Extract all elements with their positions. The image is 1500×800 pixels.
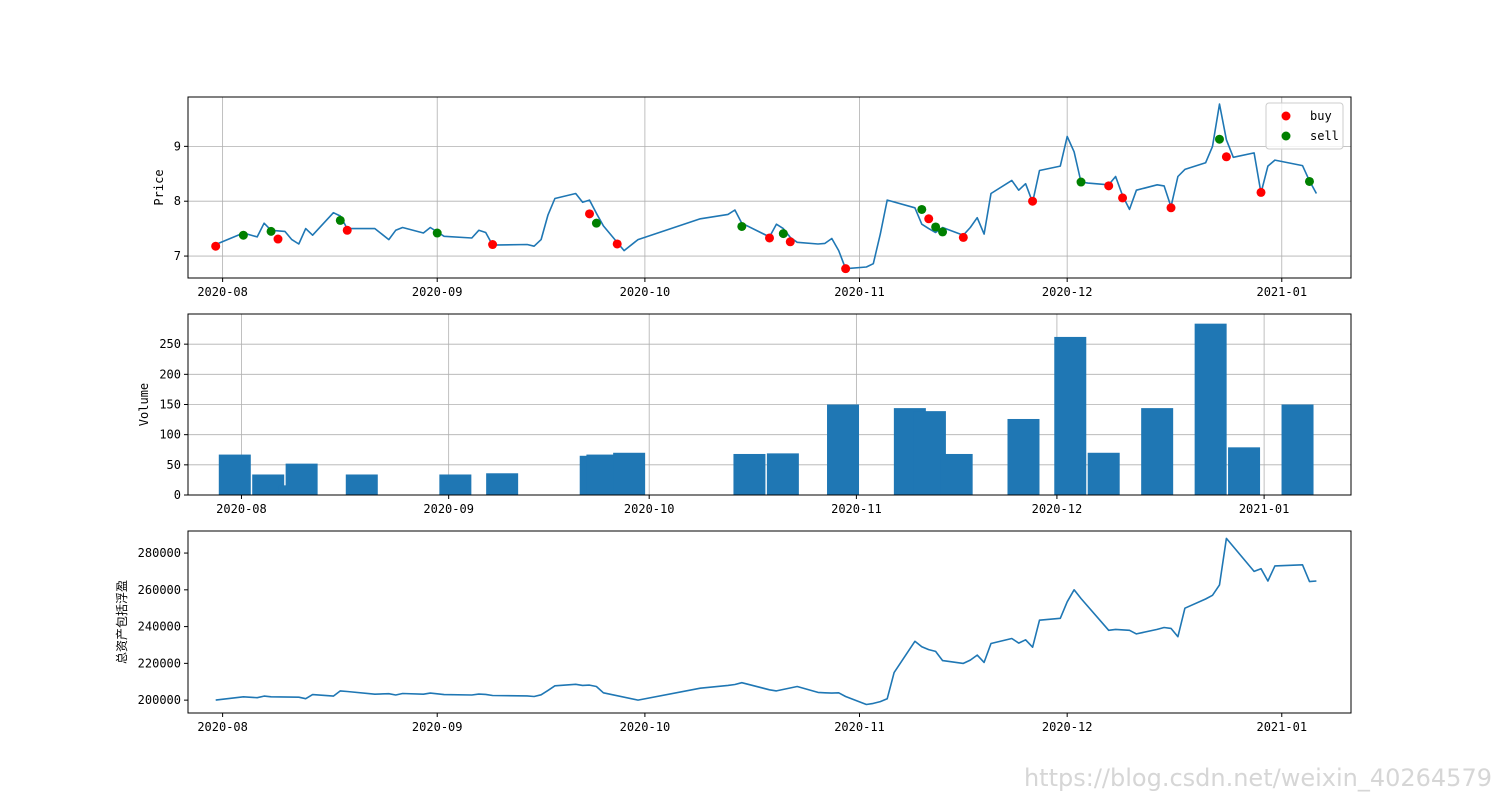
buy-marker bbox=[211, 241, 221, 251]
x-tick-label: 2020-11 bbox=[834, 720, 885, 734]
volume-bar bbox=[733, 453, 766, 495]
volume-bar bbox=[940, 453, 973, 495]
sell-marker bbox=[1076, 177, 1086, 187]
volume-bar bbox=[766, 453, 799, 495]
axes-frame bbox=[187, 530, 1352, 714]
legend: buy sell bbox=[1265, 102, 1344, 150]
sell-marker bbox=[432, 228, 442, 238]
buy-marker bbox=[785, 237, 795, 247]
y-tick-label: 260000 bbox=[138, 583, 181, 597]
y-tick-label: 240000 bbox=[138, 620, 181, 634]
buy-marker bbox=[1166, 203, 1176, 213]
x-tick-label: 2020-11 bbox=[831, 502, 882, 516]
series-line bbox=[215, 537, 1317, 706]
x-tick-label: 2020-12 bbox=[1042, 720, 1093, 734]
sell-marker bbox=[335, 215, 345, 225]
x-tick-label: 2020-08 bbox=[216, 502, 267, 516]
legend-buy-label: buy bbox=[1310, 109, 1332, 123]
y-tick-label: 8 bbox=[174, 194, 181, 208]
x-tick-label: 2020-10 bbox=[620, 285, 671, 299]
volume-bar bbox=[1087, 452, 1120, 495]
sell-marker bbox=[238, 230, 248, 240]
volume-bar bbox=[439, 474, 472, 495]
legend-sell-marker bbox=[1281, 131, 1291, 141]
sell-marker bbox=[931, 222, 941, 232]
y-tick-label: 200 bbox=[159, 367, 181, 381]
sell-marker bbox=[266, 226, 276, 236]
x-tick-label: 2020-08 bbox=[197, 285, 248, 299]
volume-bar bbox=[486, 473, 519, 495]
sell-marker bbox=[1304, 176, 1314, 186]
y-tick-label: 250 bbox=[159, 337, 181, 351]
buy-marker bbox=[841, 264, 851, 274]
volume-bar bbox=[913, 411, 946, 495]
volume-bar bbox=[1228, 447, 1261, 495]
volume-bar bbox=[345, 474, 378, 495]
x-tick-label: 2020-09 bbox=[423, 502, 474, 516]
x-tick-label: 2020-12 bbox=[1032, 502, 1083, 516]
buy-marker bbox=[1221, 152, 1231, 162]
sell-marker bbox=[917, 204, 927, 214]
y-tick-label: 280000 bbox=[138, 546, 181, 560]
axes-frame bbox=[187, 96, 1352, 279]
volume-bar bbox=[1141, 408, 1174, 495]
buy-marker bbox=[1256, 187, 1266, 197]
buy-marker bbox=[612, 239, 622, 249]
buy-marker bbox=[1118, 193, 1128, 203]
buy-marker bbox=[1104, 181, 1114, 191]
x-tick-label: 2021-01 bbox=[1239, 502, 1290, 516]
x-tick-label: 2020-11 bbox=[834, 285, 885, 299]
x-tick-label: 2020-10 bbox=[620, 720, 671, 734]
volume-bar bbox=[1281, 404, 1314, 495]
y-tick-label: 50 bbox=[167, 458, 181, 472]
y-tick-label: 150 bbox=[159, 398, 181, 412]
volume-bar bbox=[613, 452, 646, 495]
y-tick-label: 9 bbox=[174, 139, 181, 153]
x-tick-label: 2020-10 bbox=[624, 502, 675, 516]
total-assets-panel: 2020-08 2020-09 2020-10 2020-11 2020-12 2021-… bbox=[114, 530, 1352, 734]
volume-bar bbox=[1194, 323, 1227, 495]
y-axis-label: Price bbox=[152, 169, 166, 205]
y-tick-label: 200000 bbox=[138, 693, 181, 707]
series-line bbox=[215, 103, 1318, 270]
buy-marker bbox=[1028, 196, 1038, 206]
volume-bar bbox=[1007, 418, 1040, 495]
x-tick-label: 2021-01 bbox=[1256, 720, 1307, 734]
sell-marker bbox=[938, 227, 948, 237]
legend-sell-label: sell bbox=[1310, 129, 1339, 143]
buy-marker bbox=[924, 214, 934, 224]
volume-bar bbox=[1054, 336, 1087, 495]
y-axis-label: 总资产包括浮盈 bbox=[114, 580, 129, 664]
volume-bar bbox=[252, 474, 285, 495]
y-tick-label: 100 bbox=[159, 428, 181, 442]
y-tick-label: 0 bbox=[174, 488, 181, 502]
legend-buy-marker bbox=[1281, 111, 1291, 121]
volume-bar bbox=[285, 463, 318, 495]
sell-marker bbox=[737, 221, 747, 231]
volume-bar bbox=[586, 454, 619, 495]
y-tick-label: 7 bbox=[174, 249, 181, 263]
volume-bar bbox=[827, 404, 860, 495]
buy-marker bbox=[585, 209, 595, 219]
x-tick-label: 2020-08 bbox=[197, 720, 248, 734]
price-panel: 2020-08 2020-09 2020-10 2020-11 2020-12 2021-… bbox=[152, 96, 1352, 299]
x-tick-label: 2020-09 bbox=[412, 720, 463, 734]
y-axis-label: Volume bbox=[137, 383, 151, 426]
sell-marker bbox=[591, 218, 601, 228]
sell-marker bbox=[778, 229, 788, 239]
buy-marker bbox=[958, 232, 968, 242]
x-tick-label: 2021-01 bbox=[1256, 285, 1307, 299]
sell-marker bbox=[1214, 134, 1224, 144]
buy-marker bbox=[488, 240, 498, 250]
volume-panel: 2020-08 2020-09 2020-10 2020-11 2020-12 2021-… bbox=[137, 313, 1352, 516]
buy-marker bbox=[273, 234, 283, 244]
y-tick-label: 220000 bbox=[138, 656, 181, 670]
volume-bar bbox=[218, 454, 251, 495]
buy-marker bbox=[765, 233, 774, 243]
watermark-text: https://blog.csdn.net/weixin_40264579 bbox=[1024, 764, 1492, 792]
x-tick-label: 2020-09 bbox=[412, 285, 463, 299]
buy-marker bbox=[342, 225, 352, 235]
x-tick-label: 2020-12 bbox=[1042, 285, 1093, 299]
